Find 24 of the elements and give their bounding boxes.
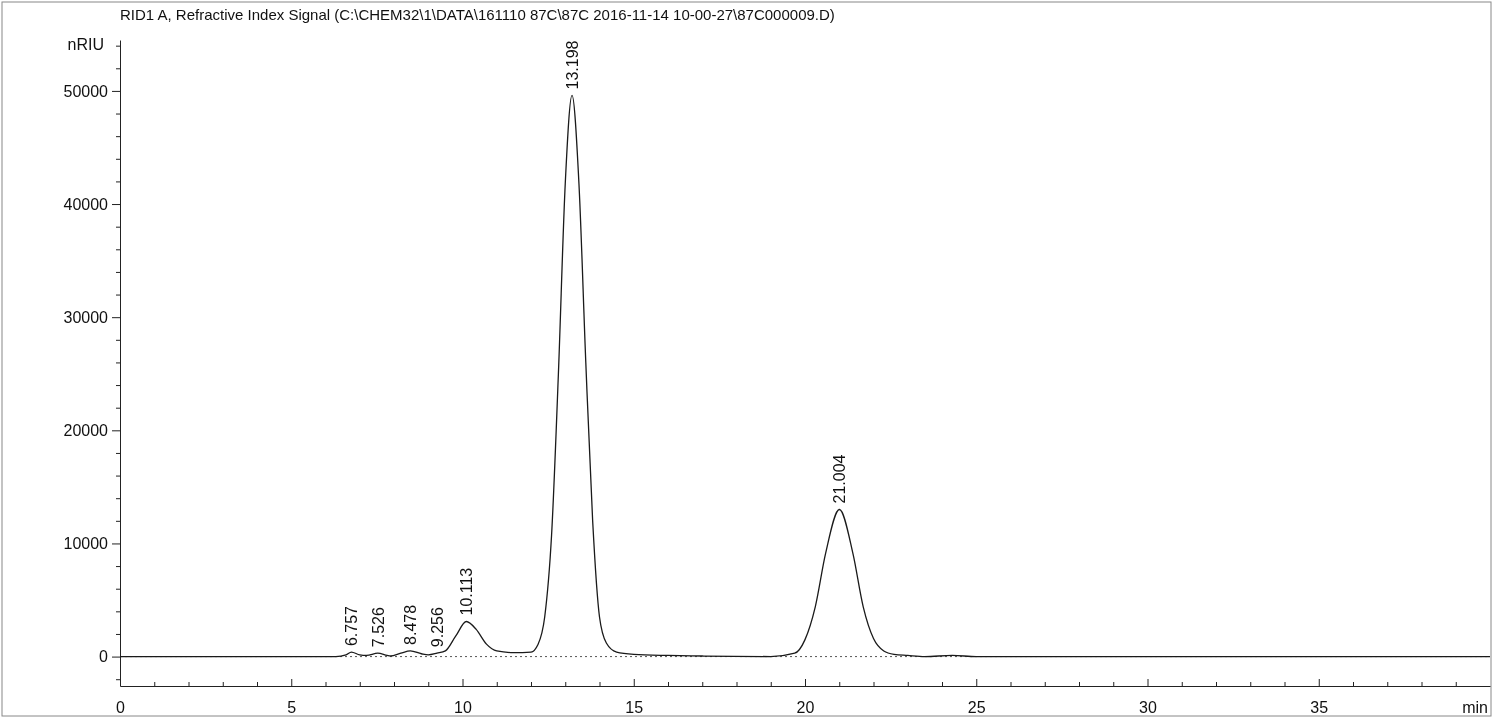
x-tick-label: 30	[1139, 699, 1157, 716]
chart-title: RID1 A, Refractive Index Signal (C:\CHEM32\1\DATA\161110 87C\87C 2016-11-14 10-00-27\87C000009.D)	[120, 6, 835, 23]
x-tick-label: 15	[625, 699, 644, 716]
y-tick-label: 0	[99, 648, 109, 666]
x-tick-label: 10	[454, 699, 472, 716]
x-tick-label: 0	[116, 699, 126, 716]
annotation: 8.478	[402, 604, 420, 645]
y-axis-title: nRIU	[67, 36, 104, 53]
y-tick-label: 10000	[63, 535, 109, 553]
x-tick-label: 25	[967, 699, 986, 716]
x-tick-label: 20	[796, 699, 815, 716]
x-tick-label: 35	[1310, 699, 1329, 716]
annotation: 13.198	[564, 40, 582, 90]
x-tick-label: 5	[287, 699, 297, 716]
y-tick-label: 20000	[63, 421, 109, 439]
x-axis-title: min	[1462, 699, 1488, 716]
annotation: 9.256	[429, 607, 447, 648]
y-tick-label: 40000	[63, 195, 109, 213]
y-tick-label: 50000	[63, 82, 109, 100]
annotation: 21.004	[831, 454, 849, 504]
annotation: 6.757	[343, 605, 361, 647]
annotation: 10.113	[458, 567, 476, 616]
annotation: 7.526	[369, 607, 387, 648]
y-tick-label: 30000	[63, 308, 109, 326]
